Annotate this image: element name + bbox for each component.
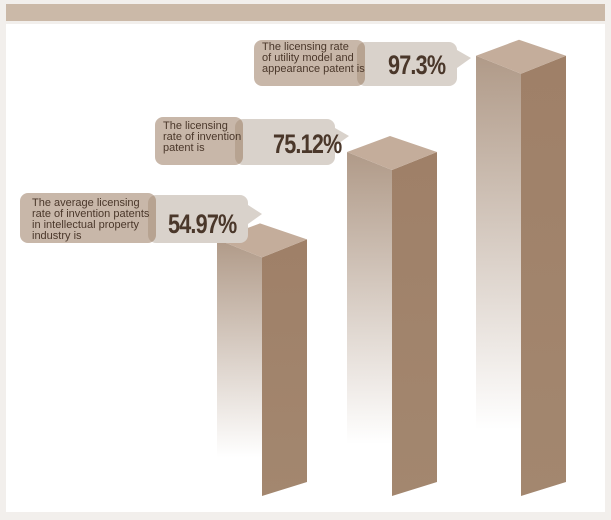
- bar-side-face: [521, 55, 566, 497]
- bar-top-face: [347, 135, 437, 170]
- callout-pointer: [335, 128, 349, 146]
- callout-shadow: [235, 119, 335, 165]
- callout-shape-1: [20, 193, 262, 243]
- callout-shadow: [357, 42, 457, 86]
- callout-pill: [20, 193, 156, 243]
- callout-shape-3: [254, 40, 471, 86]
- bar-front-face: [476, 55, 521, 497]
- bar-top-face: [476, 39, 566, 74]
- bars-layer: [217, 39, 566, 497]
- bar-3: [476, 39, 566, 497]
- bar-2: [347, 135, 437, 497]
- callout-line: rate of invention: [163, 131, 242, 143]
- callout-line: industry is: [32, 230, 82, 242]
- callout-shapes-layer: [20, 40, 471, 243]
- bar-front-face: [217, 239, 262, 496]
- bar-side-face: [262, 239, 307, 496]
- callout-shape-2: [155, 117, 349, 165]
- callout-pill: [155, 117, 243, 165]
- callout-line: patent is: [163, 142, 205, 154]
- callout-line: The average licensing: [32, 197, 140, 209]
- bar-1: [217, 223, 307, 496]
- callout-line: of utility model and: [262, 52, 354, 64]
- callout-line: rate of invention patents: [32, 208, 150, 220]
- callout-pointer: [457, 50, 471, 68]
- callout-line: The licensing rate: [262, 41, 349, 53]
- callout-pointer: [248, 205, 262, 224]
- callout-invention-average-text: The average licensing rate of invention …: [32, 198, 149, 242]
- callout-line: appearance patent is: [262, 63, 365, 75]
- callout-utility-appearance-text: The licensing rate of utility model and …: [262, 42, 365, 75]
- callout-line: in intellectual property: [32, 219, 140, 231]
- bar-front-face: [347, 151, 392, 497]
- header-bar: [6, 4, 605, 21]
- callout-line: The licensing: [163, 120, 228, 132]
- value-label-97-3: 97.3%: [388, 50, 446, 80]
- callout-shadow: [148, 195, 248, 243]
- value-label-54-97: 54.97%: [168, 209, 237, 239]
- callout-invention-patent-text: The licensing rate of invention patent i…: [163, 121, 241, 154]
- bar-side-face: [392, 151, 437, 497]
- callout-pill: [254, 40, 365, 86]
- value-label-75-12: 75.12%: [273, 129, 342, 159]
